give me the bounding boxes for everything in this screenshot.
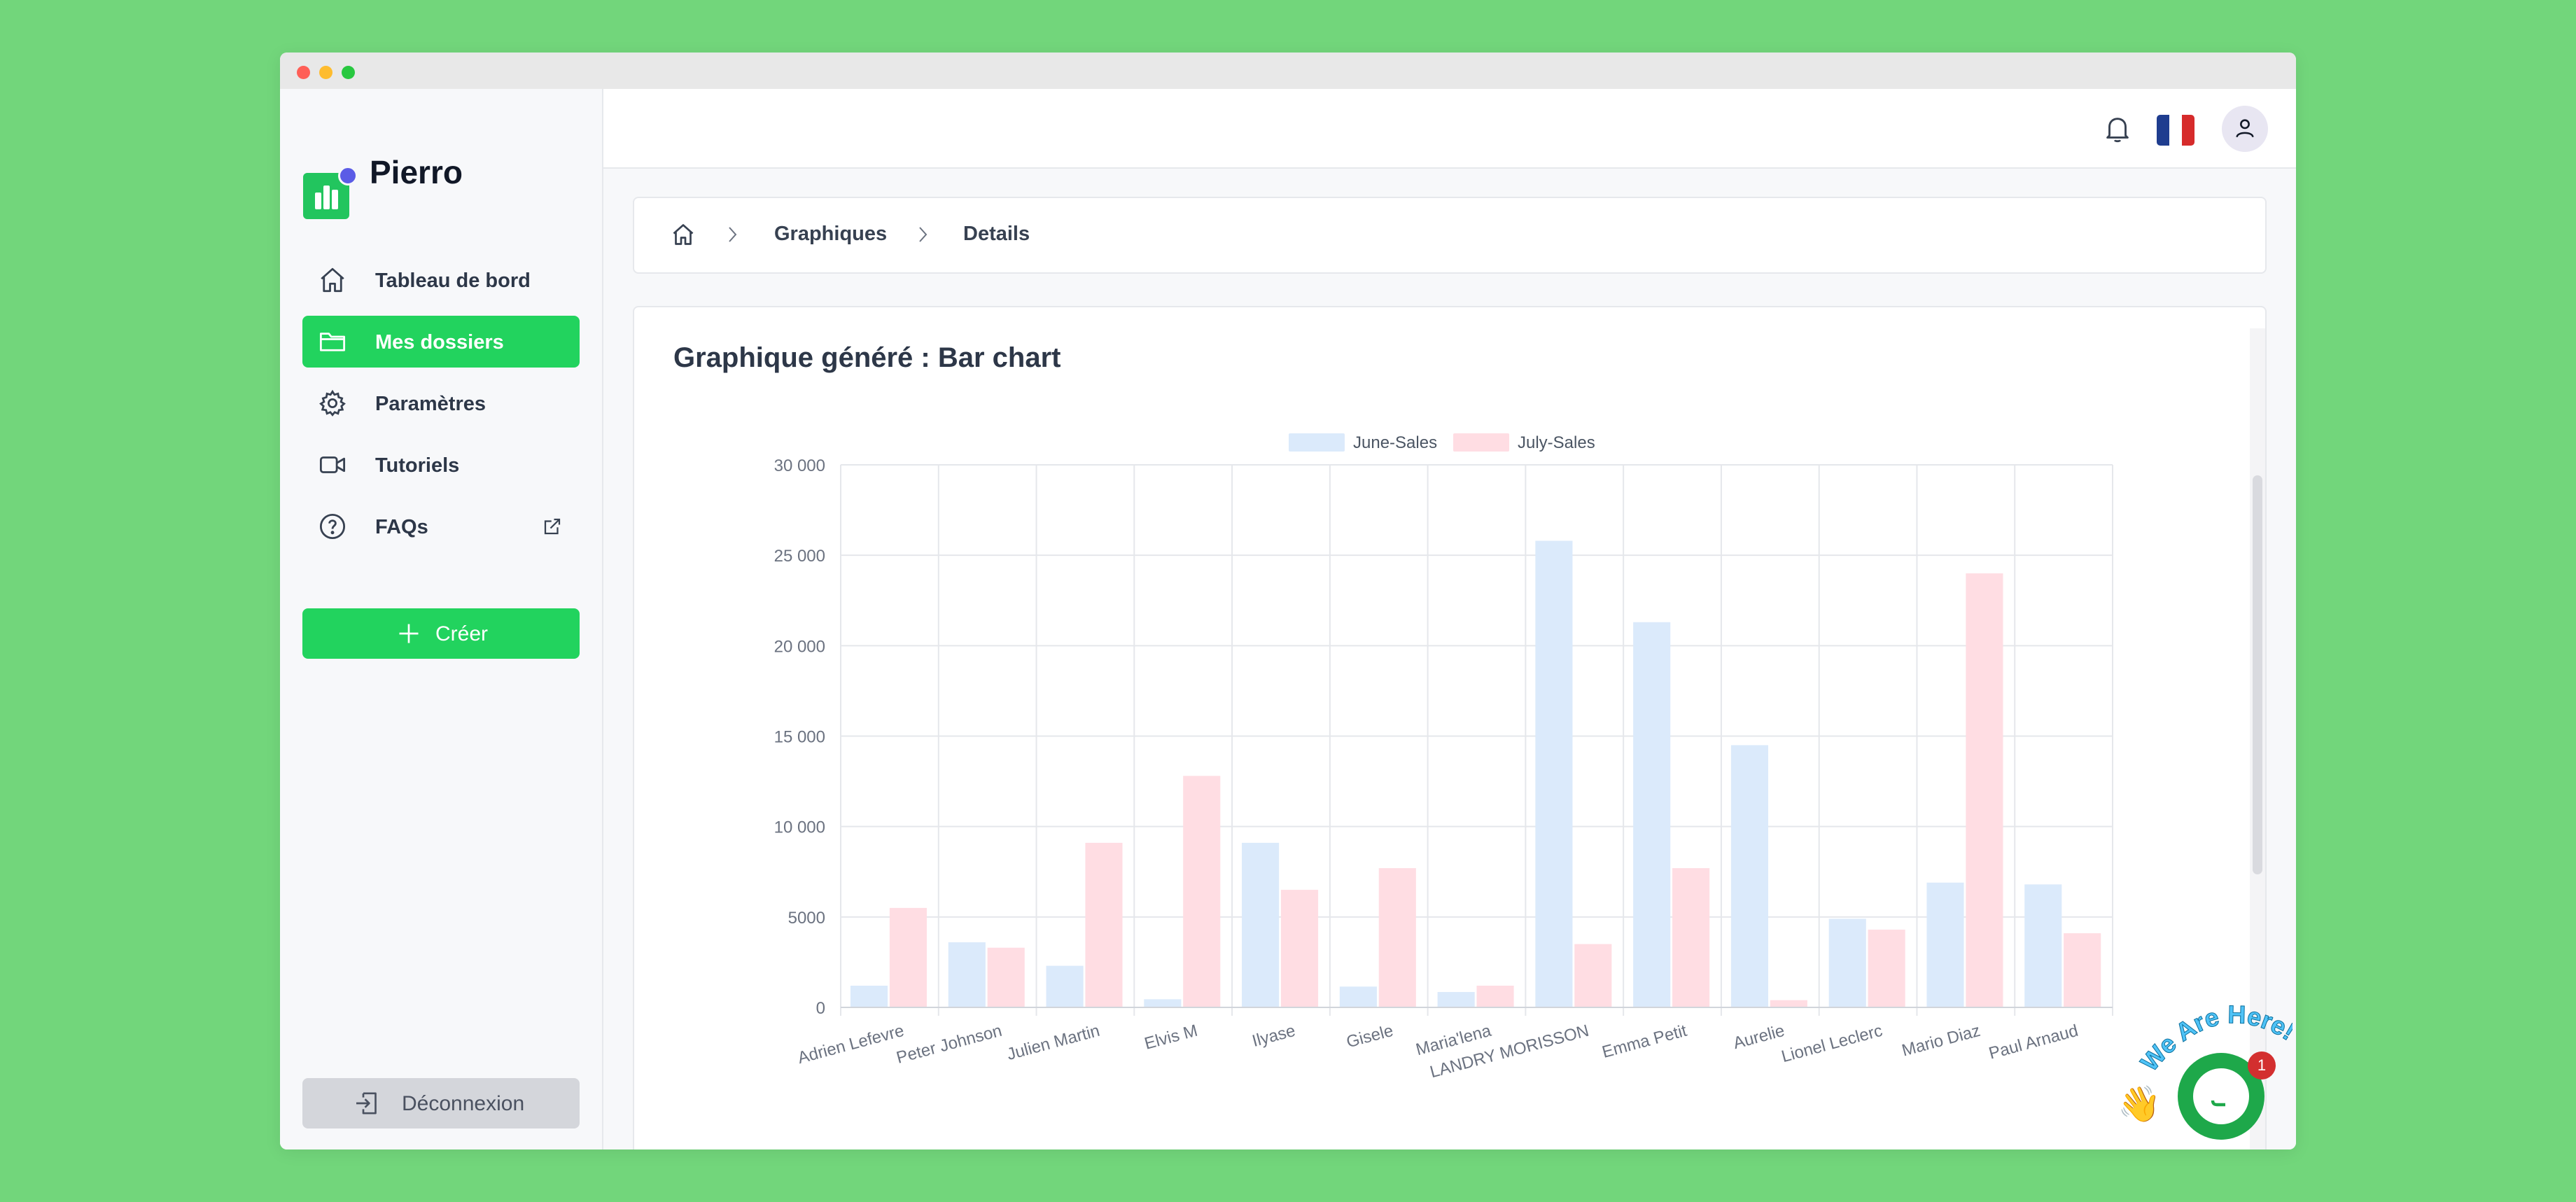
x-tick-label: Elvis M [1142, 1021, 1200, 1054]
chat-bubble-icon [2211, 1100, 2225, 1107]
sidebar-item-dashboard[interactable]: Tableau de bord [302, 254, 580, 306]
bar-june-sales [1046, 965, 1084, 1007]
chart-card: Graphique généré : Bar chart 0 5000 10 000… [633, 306, 2267, 1149]
x-tick-label: Paul Arnaud [1987, 1021, 2080, 1063]
bar-june-sales [850, 986, 888, 1007]
legend-swatch [1453, 433, 1509, 452]
chat-badge: 1 [2248, 1051, 2276, 1079]
language-flag-icon[interactable] [2157, 115, 2194, 146]
waving-hand-icon: 👋 [2118, 1084, 2162, 1124]
sidebar-item-label: Mes dossiers [375, 331, 504, 354]
logo-icon[interactable] [303, 166, 358, 219]
brand-name: Pierro [370, 154, 463, 190]
bar-july-sales [889, 907, 927, 1007]
topbar [603, 89, 2296, 169]
y-tick-label: 20 000 [774, 637, 825, 656]
sidebar-item-label: Tableau de bord [375, 270, 531, 292]
breadcrumb-details: Details [963, 223, 1030, 245]
bar-june-sales [1437, 992, 1475, 1007]
help-circle-icon [319, 513, 346, 540]
scrollbar-thumb[interactable] [2253, 475, 2262, 874]
bar-july-sales [1672, 868, 1710, 1007]
create-button[interactable]: Créer [302, 608, 580, 659]
sidebar: Pierro Tableau de bord Mes dossiers Para… [280, 89, 603, 1149]
bar-july-sales [1476, 986, 1514, 1007]
home-icon [321, 267, 344, 293]
legend-swatch [1289, 433, 1345, 452]
bar-july-sales [2064, 933, 2101, 1007]
breadcrumb: Graphiques Details [633, 197, 2267, 274]
plus-icon [399, 624, 419, 643]
sidebar-item-label: Tutoriels [375, 454, 460, 477]
legend-label: July-Sales [1518, 433, 1595, 452]
x-tick-label: Julien Martin [1005, 1021, 1102, 1064]
sidebar-item-tutorials[interactable]: Tutoriels [302, 439, 580, 491]
video-icon [319, 456, 346, 473]
x-tick-label: Gisele [1345, 1021, 1396, 1052]
bar-july-sales [987, 947, 1025, 1007]
x-tick-label: Emma Petit [1600, 1021, 1689, 1062]
bar-july-sales [1280, 890, 1319, 1007]
chat-widget[interactable]: We Are Here! 👋 1 [2118, 1000, 2292, 1140]
sidebar-item-label: Paramètres [375, 393, 486, 415]
bar-june-sales [1242, 842, 1280, 1007]
chevron-right-icon [729, 227, 737, 242]
create-button-label: Créer [435, 622, 489, 645]
chevron-right-icon [919, 227, 927, 242]
y-tick-label: 30 000 [774, 456, 825, 475]
avatar[interactable] [2222, 106, 2268, 152]
bell-icon[interactable] [2101, 113, 2134, 145]
bar-june-sales [1144, 999, 1182, 1007]
external-link-icon [544, 518, 561, 535]
minimize-window-button[interactable] [319, 66, 332, 79]
bar-july-sales [1868, 929, 1905, 1007]
y-tick-label: 10 000 [774, 818, 825, 837]
main-content: Graphiques Details Graphique généré : Ba… [603, 89, 2296, 1149]
gear-icon [319, 389, 346, 417]
folder-icon [319, 333, 346, 351]
y-tick-label: 5000 [788, 909, 825, 928]
sidebar-item-settings[interactable]: Paramètres [302, 377, 580, 429]
legend-label: June-Sales [1353, 433, 1437, 452]
bar-june-sales [2024, 884, 2062, 1007]
bar-chart: 0 5000 10 000 15 000 20 000 25 000 30 000 Adrie… [774, 433, 2113, 1082]
bar-july-sales [1183, 776, 1221, 1007]
bar-june-sales [1730, 745, 1769, 1007]
bar-july-sales [1378, 868, 1416, 1007]
page-title: Graphique généré : Bar chart [673, 342, 1061, 373]
logout-button-label: Déconnexion [402, 1092, 525, 1115]
user-icon [2236, 119, 2254, 138]
breadcrumb-home-icon[interactable] [671, 222, 696, 247]
app-window: Pierro Tableau de bord Mes dossiers Para… [280, 53, 2296, 1149]
bar-july-sales [1085, 842, 1123, 1007]
bar-june-sales [1535, 540, 1573, 1007]
bar-july-sales [1966, 573, 2003, 1007]
x-tick-label: Lionel Leclerc [1779, 1021, 1884, 1066]
y-tick-label: 25 000 [774, 547, 825, 566]
x-tick-label: Mario Diaz [1900, 1021, 1982, 1061]
x-tick-label: Ilyase [1250, 1021, 1298, 1051]
bar-june-sales [1633, 622, 1671, 1007]
bar-june-sales [948, 942, 986, 1007]
sidebar-item-folders[interactable]: Mes dossiers [302, 316, 580, 368]
logout-icon [356, 1092, 377, 1114]
maximize-window-button[interactable] [342, 66, 355, 79]
breadcrumb-graphiques[interactable]: Graphiques [774, 223, 888, 245]
bar-july-sales [1574, 944, 1612, 1007]
bar-june-sales [1926, 882, 1964, 1007]
bar-june-sales [1828, 918, 1866, 1007]
bar-july-sales [1770, 1000, 1807, 1007]
bar-june-sales [1339, 986, 1377, 1007]
x-tick-label: Peter Johnson [895, 1021, 1004, 1068]
sidebar-item-faqs[interactable]: FAQs [302, 501, 580, 552]
window-titlebar [280, 53, 2296, 89]
x-tick-label: Adrien Lefevre [796, 1021, 906, 1068]
y-tick-label: 0 [816, 999, 825, 1018]
sidebar-item-label: FAQs [375, 516, 428, 538]
x-tick-label: Aurelie [1731, 1021, 1786, 1053]
close-window-button[interactable] [297, 66, 310, 79]
logout-button[interactable]: Déconnexion [302, 1078, 580, 1128]
y-tick-label: 15 000 [774, 728, 825, 747]
